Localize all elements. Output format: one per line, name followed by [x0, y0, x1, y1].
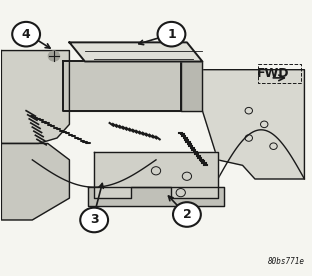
- Circle shape: [12, 22, 40, 46]
- Circle shape: [158, 22, 185, 46]
- Polygon shape: [88, 187, 224, 206]
- Polygon shape: [193, 70, 305, 179]
- Text: 1: 1: [167, 28, 176, 41]
- Text: 4: 4: [22, 28, 31, 41]
- Text: FWD: FWD: [257, 67, 290, 80]
- Text: 80bs771e: 80bs771e: [267, 258, 305, 266]
- Text: 2: 2: [183, 208, 191, 221]
- Circle shape: [48, 51, 60, 61]
- Circle shape: [173, 202, 201, 227]
- Circle shape: [80, 208, 108, 232]
- Polygon shape: [181, 62, 202, 111]
- Text: 3: 3: [90, 213, 99, 227]
- Polygon shape: [69, 43, 202, 62]
- Polygon shape: [1, 51, 69, 144]
- Polygon shape: [63, 62, 181, 111]
- Polygon shape: [1, 144, 69, 220]
- Polygon shape: [94, 152, 218, 198]
